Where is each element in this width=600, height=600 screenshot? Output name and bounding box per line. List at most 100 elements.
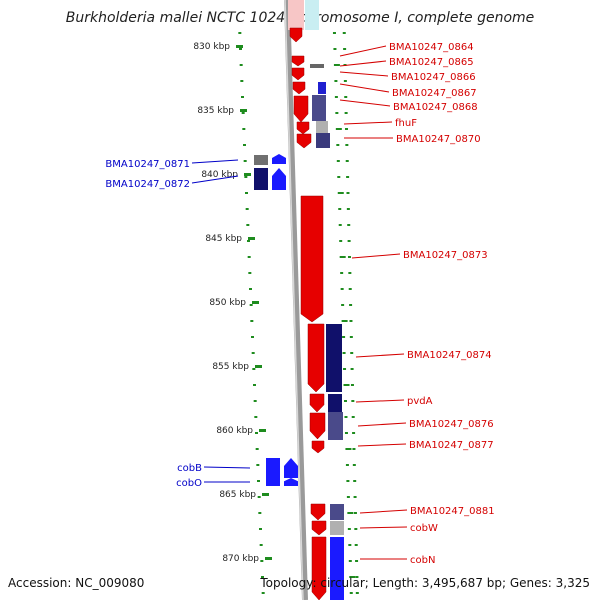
label-leader-line [357,422,407,427]
guide-dot [342,352,346,354]
forward-gene-arrow [291,67,305,81]
guide-dot [350,352,354,354]
guide-dot [259,544,263,546]
gene-arrow-partial [288,0,304,30]
gene-label-right[interactable]: BMA10247_0864 [389,42,474,53]
forward-gene-arrow [291,55,305,67]
gene-label-right[interactable]: BMA10247_0877 [409,440,494,451]
forward-gene-arrow [293,95,309,123]
protein-domain-bar [328,394,342,412]
gene-label-left[interactable]: BMA10247_0872 [105,179,190,190]
ruler-tick [255,365,262,368]
guide-dot [352,464,356,466]
guide-dot [349,592,353,594]
guide-dot [342,32,346,34]
guide-dot [355,576,359,578]
guide-dot [353,480,357,482]
guide-dot [335,112,339,114]
guide-dot [261,592,265,594]
forward-gene-arrow [309,393,325,413]
guide-dot [253,400,257,402]
reverse-gene-arrow [272,154,286,164]
gene-label-left[interactable]: BMA10247_0871 [105,159,190,170]
guide-dot [343,48,347,50]
guide-dot [254,416,258,418]
gene-label-right[interactable]: BMA10247_0874 [407,350,492,361]
ruler-tick [262,493,269,496]
reverse-gene-arrow [284,458,298,478]
ruler-tick [248,237,255,240]
guide-dot [344,400,347,402]
gene-label-right[interactable]: BMA10247_0876 [409,419,494,430]
guide-dot [251,352,255,354]
label-leader-line [359,509,408,514]
ruler-tick-label: 840 kbp [201,170,238,180]
gene-label-left[interactable]: cobO [176,478,202,489]
guide-dot [258,512,262,514]
ruler-tick-label: 865 kbp [219,490,256,500]
guide-dot [348,560,352,562]
forward-gene-arrow [311,440,325,454]
label-leader-line [355,399,405,403]
guide-dot [340,288,344,290]
forward-gene-arrow [292,81,306,95]
label-leader-line [343,121,393,125]
guide-dot [347,256,351,258]
forward-gene-arrow [300,195,324,323]
gene-label-right[interactable]: fhuF [395,118,417,129]
guide-dot [347,240,351,242]
gene-label-right[interactable]: cobN [410,555,435,566]
gene-label-right[interactable]: BMA10247_0870 [396,134,481,145]
chromosome-backbone [284,0,308,600]
guide-dot [342,336,346,338]
protein-bar-partial [305,0,319,30]
gene-label-right[interactable]: cobW [410,523,438,534]
guide-dot [333,64,340,66]
protein-domain-bar [310,64,324,68]
gene-label-right[interactable]: pvdA [407,396,433,407]
accession-label: Accession: NC_009080 [8,576,145,590]
reverse-gene-arrow [272,168,286,190]
guide-dot [332,32,336,34]
guide-dot [346,208,350,210]
gene-label-left[interactable]: cobB [177,463,202,474]
gene-label-right[interactable]: BMA10247_0881 [410,506,495,517]
guide-dot [344,416,348,418]
gene-label-right[interactable]: BMA10247_0866 [391,72,476,83]
guide-dot [240,80,244,82]
guide-dot [341,320,348,322]
guide-dot [344,128,348,130]
reverse-gene-arrow [284,478,298,486]
forward-gene-arrow [307,323,325,393]
guide-dot [247,240,250,242]
gene-label-right[interactable]: BMA10247_0865 [389,57,474,68]
guide-dot [353,496,357,498]
label-leader-line [357,443,407,447]
forward-gene-arrow [310,503,326,521]
guide-dot [333,48,337,50]
guide-dot [251,336,254,338]
guide-dot [338,208,342,210]
guide-dot [246,224,250,226]
guide-dot [241,96,244,98]
protein-domain-bar [326,324,342,392]
guide-dot [338,224,342,226]
ruler-tick [236,45,243,48]
protein-domain-bar [312,95,326,121]
protein-domain-bar [330,521,344,535]
protein-domain-bar [330,537,344,600]
gene-label-right[interactable]: BMA10247_0873 [403,250,488,261]
protein-domain-bar [328,412,343,440]
label-leader-line [339,71,389,77]
guide-dot [245,192,248,194]
guide-dot [347,512,354,514]
guide-dot [335,128,342,130]
gene-label-right[interactable]: BMA10247_0867 [392,88,477,99]
label-leader-line [339,60,387,67]
label-leader-line [203,466,251,469]
guide-dot [344,112,348,114]
gene-label-right[interactable]: BMA10247_0868 [393,102,478,113]
guide-dot [354,544,358,546]
